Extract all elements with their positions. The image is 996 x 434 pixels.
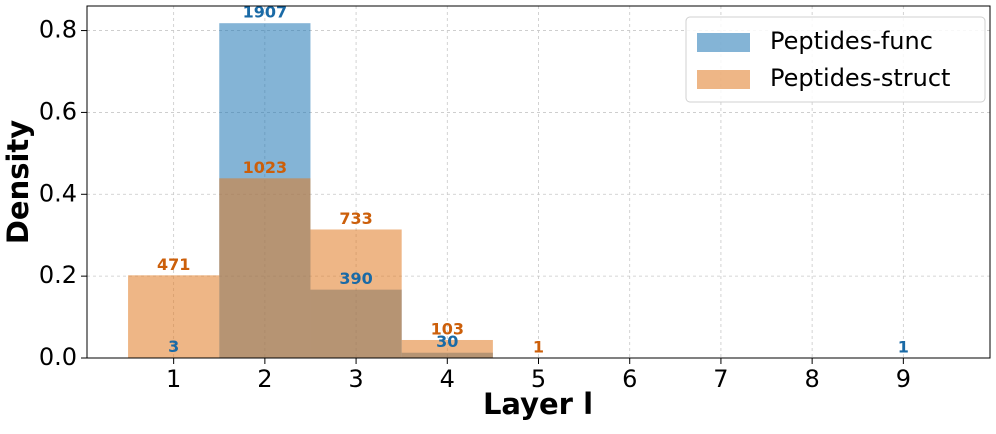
data-label: 103 <box>431 319 464 338</box>
data-label: 390 <box>339 269 372 288</box>
x-tick-label: 6 <box>622 365 637 393</box>
x-tick-label: 1 <box>166 365 181 393</box>
data-label: 1023 <box>243 158 288 177</box>
y-tick-label: 0.0 <box>39 343 77 371</box>
bar <box>310 229 401 358</box>
bar <box>219 178 310 358</box>
data-label: 1 <box>533 337 544 356</box>
x-tick-label: 8 <box>804 365 819 393</box>
legend-label: Peptides-func <box>770 27 933 55</box>
data-label: 3 <box>168 337 179 356</box>
legend-swatch <box>697 70 750 89</box>
x-tick-label: 3 <box>348 365 363 393</box>
legend-swatch <box>697 33 750 52</box>
y-tick-label: 0.4 <box>39 179 77 207</box>
x-tick-label: 7 <box>713 365 728 393</box>
data-label: 1 <box>898 337 909 356</box>
data-label: 733 <box>339 209 372 228</box>
data-label: 471 <box>157 255 190 274</box>
y-tick-label: 0.2 <box>39 261 77 289</box>
x-tick-label: 2 <box>257 365 272 393</box>
y-axis-label: Density <box>1 120 35 244</box>
x-tick-label: 9 <box>896 365 911 393</box>
y-tick-label: 0.8 <box>39 16 77 44</box>
x-tick-label: 4 <box>440 365 455 393</box>
y-tick-label: 0.6 <box>39 97 77 125</box>
x-tick-label: 5 <box>531 365 546 393</box>
legend-label: Peptides-struct <box>770 64 950 92</box>
